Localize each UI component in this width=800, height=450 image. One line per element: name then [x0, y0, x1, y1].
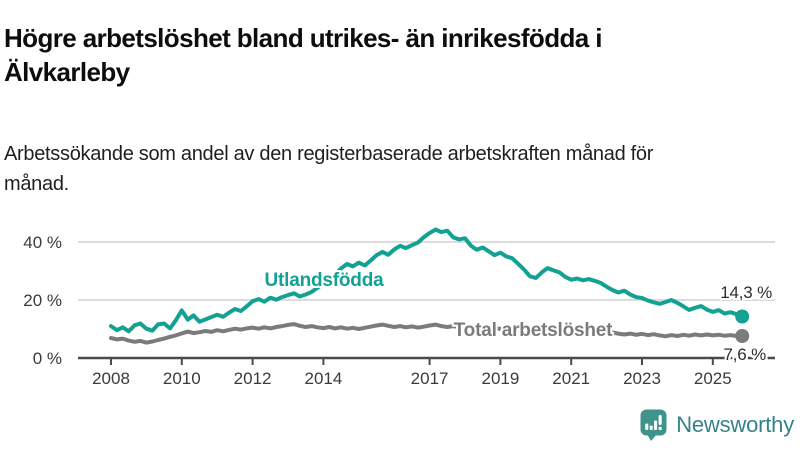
newsworthy-logo: Newsworthy	[640, 409, 794, 441]
series-end-dot	[735, 309, 750, 324]
y-tick-label: 40 %	[23, 233, 62, 252]
series-line	[109, 322, 745, 345]
x-tick-label: 2017	[411, 369, 449, 388]
chart-subtitle: Arbetssökande som andel av den registerb…	[4, 143, 654, 195]
series-label-total-arbetsloshet: Total arbetslöshet	[453, 320, 613, 341]
x-tick-label: 2021	[552, 369, 590, 388]
end-value-total-arbetsloshet: 7,6 %	[723, 345, 767, 364]
y-tick-label: 20 %	[23, 291, 62, 310]
x-tick-label: 2010	[163, 369, 201, 388]
x-tick-label: 2012	[234, 369, 272, 388]
y-tick-label: 0 %	[33, 349, 62, 368]
series-end-dot	[735, 329, 750, 343]
series-label-utlandsfodda: Utlandsfödda	[264, 270, 384, 291]
x-tick-label: 2023	[623, 369, 661, 388]
page-title: Högre arbetslöshet bland utrikes- än inr…	[4, 23, 602, 88]
series-line	[109, 227, 745, 334]
x-tick-label: 2019	[481, 369, 519, 388]
x-tick-label: 2025	[694, 369, 732, 388]
x-tick-label: 2014	[304, 369, 342, 388]
end-value-utlandsfodda: 14,3 %	[720, 283, 772, 302]
x-tick-label: 2008	[92, 369, 130, 388]
newsworthy-bar-chart-speech-bubble-icon	[640, 409, 667, 441]
newsworthy-wordmark: Newsworthy	[676, 412, 794, 437]
